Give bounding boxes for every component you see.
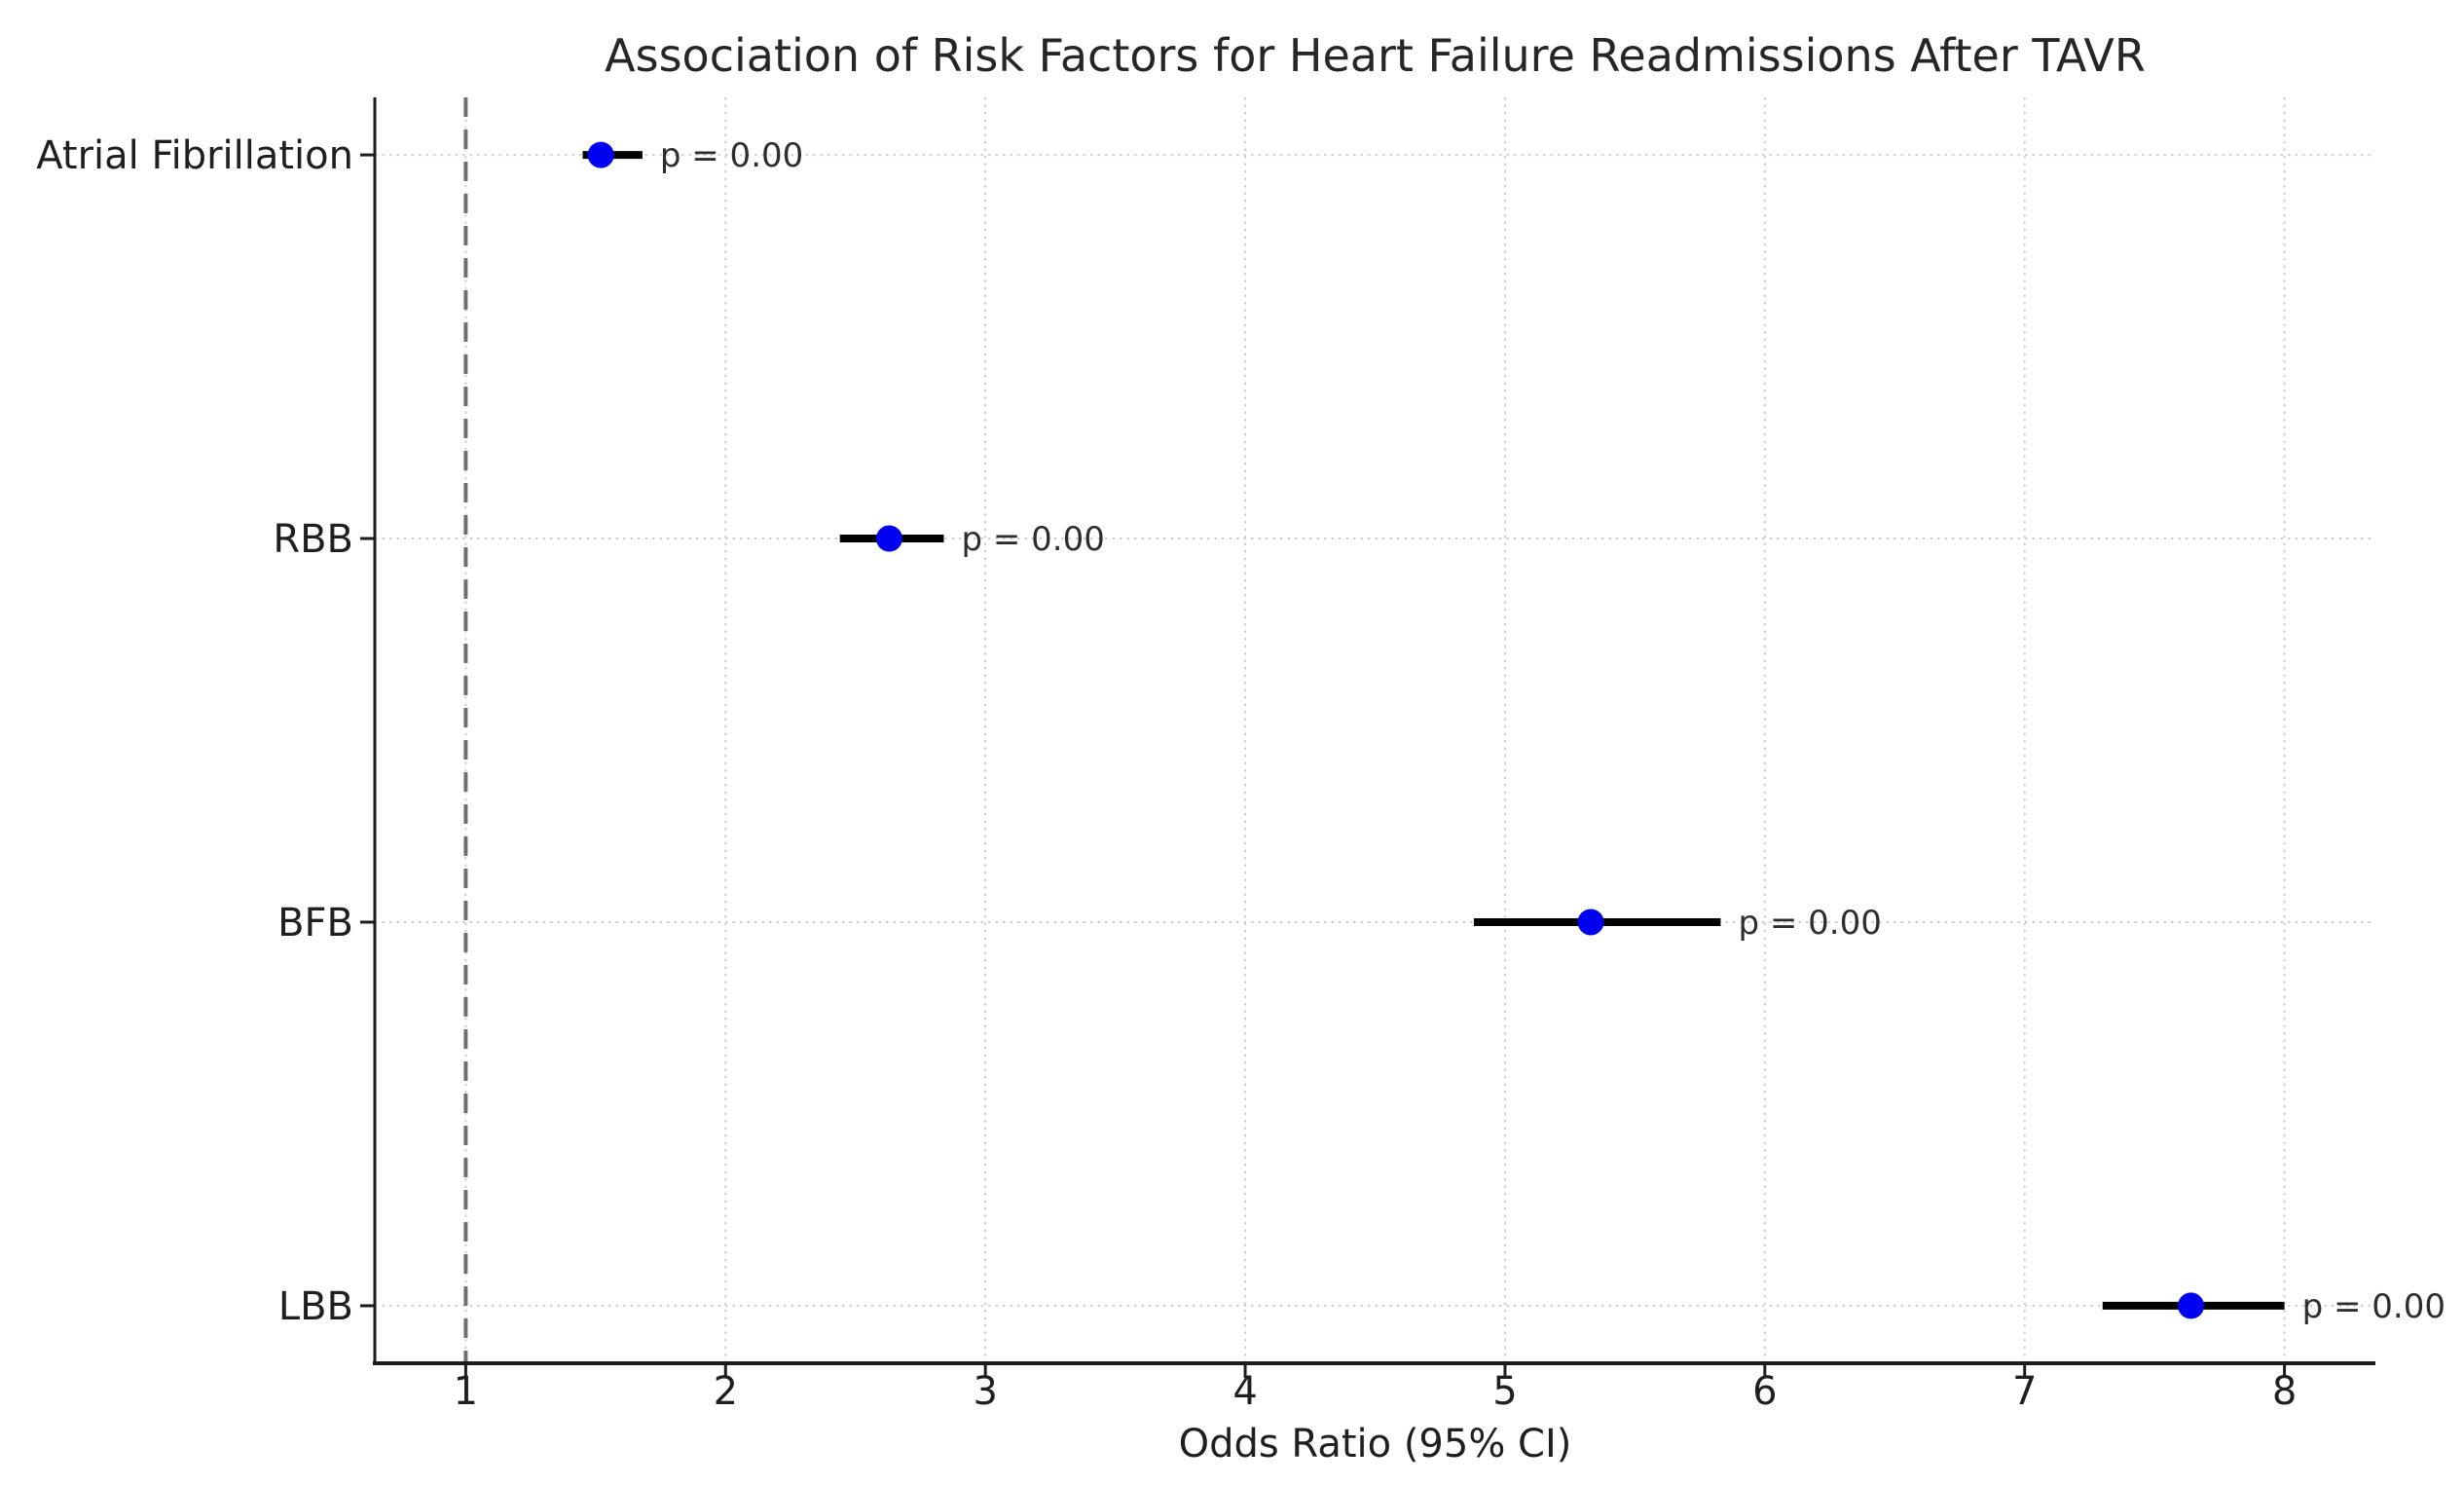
p-value-label: p = 0.00 — [1738, 904, 1881, 943]
x-tick-label: 6 — [1752, 1369, 1777, 1414]
or-marker — [875, 525, 902, 552]
or-marker — [587, 141, 614, 168]
x-tick-label: 2 — [714, 1369, 738, 1414]
p-value-label: p = 0.00 — [2302, 1287, 2446, 1326]
x-tick-label: 4 — [1232, 1369, 1257, 1414]
x-tick-label: 1 — [454, 1369, 478, 1414]
chart-title: Association of Risk Factors for Heart Fa… — [605, 29, 2146, 82]
y-category-label: Atrial Fibrillation — [36, 133, 353, 178]
y-category-label: BFB — [277, 901, 353, 946]
x-tick-label: 3 — [973, 1369, 997, 1414]
or-marker — [1577, 909, 1604, 936]
x-tick-label: 7 — [2012, 1369, 2037, 1414]
or-marker — [2178, 1292, 2205, 1319]
p-value-label: p = 0.00 — [660, 136, 803, 175]
y-category-label: RBB — [273, 517, 353, 562]
x-axis-label: Odds Ratio (95% CI) — [1178, 1422, 1572, 1466]
y-category-label: LBB — [278, 1284, 353, 1329]
p-value-label: p = 0.00 — [961, 520, 1104, 559]
x-tick-label: 5 — [1492, 1369, 1517, 1414]
x-tick-label: 8 — [2272, 1369, 2297, 1414]
